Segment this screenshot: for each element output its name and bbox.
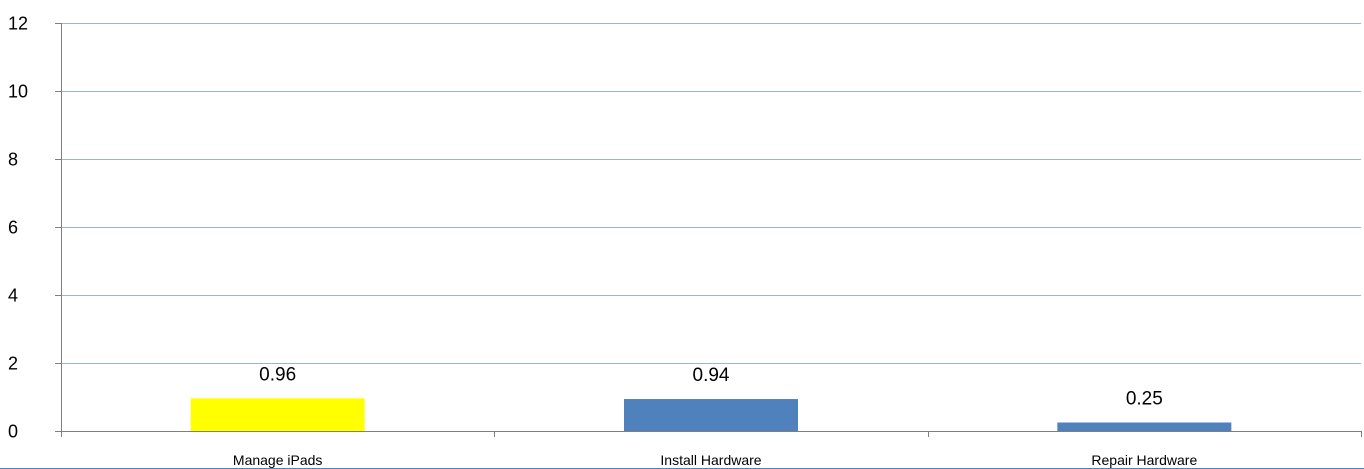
y-axis-ticks: 0 2 4 6 8 10 12 — [8, 14, 28, 442]
y-tick-label: 2 — [8, 354, 18, 374]
y-tick-label: 0 — [8, 422, 18, 442]
data-labels: 0.96 0.94 0.25 — [259, 364, 1163, 409]
gridlines — [61, 23, 1361, 364]
y-tick-label: 8 — [8, 150, 18, 170]
y-tick-label: 10 — [8, 82, 28, 102]
x-category-label: Install Hardware — [660, 452, 761, 468]
bar — [1057, 422, 1232, 431]
x-category-label: Repair Hardware — [1091, 452, 1197, 468]
y-tick-label: 6 — [8, 218, 18, 238]
y-tick-label: 4 — [8, 286, 18, 306]
x-category-label: Manage iPads — [233, 452, 323, 468]
y-tick-label: 12 — [8, 14, 28, 34]
x-axis-categories: Manage iPads Install Hardware Repair Hardw… — [233, 452, 1198, 468]
data-label: 0.96 — [259, 364, 296, 385]
bars — [190, 398, 1232, 431]
bar — [624, 399, 798, 431]
data-label: 0.25 — [1126, 389, 1163, 410]
bar — [190, 398, 365, 431]
data-label: 0.94 — [693, 365, 730, 386]
